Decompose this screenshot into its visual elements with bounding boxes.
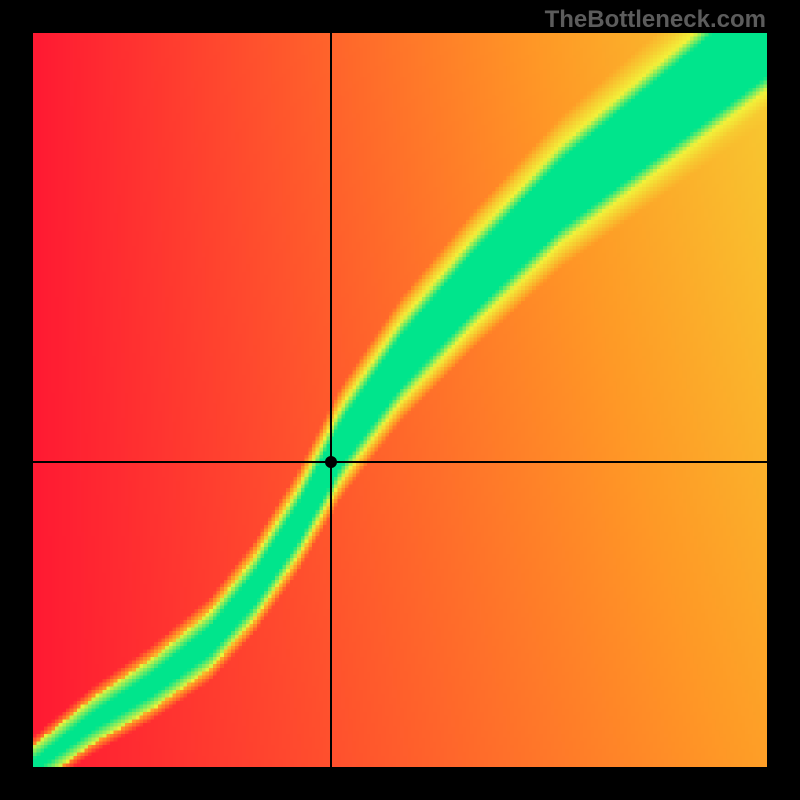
watermark-text: TheBottleneck.com (545, 6, 766, 34)
bottleneck-heatmap (33, 33, 767, 767)
crosshair-vertical (330, 33, 332, 767)
chart-container: TheBottleneck.com (0, 0, 800, 800)
crosshair-dot (325, 456, 337, 468)
crosshair-horizontal (33, 461, 767, 463)
